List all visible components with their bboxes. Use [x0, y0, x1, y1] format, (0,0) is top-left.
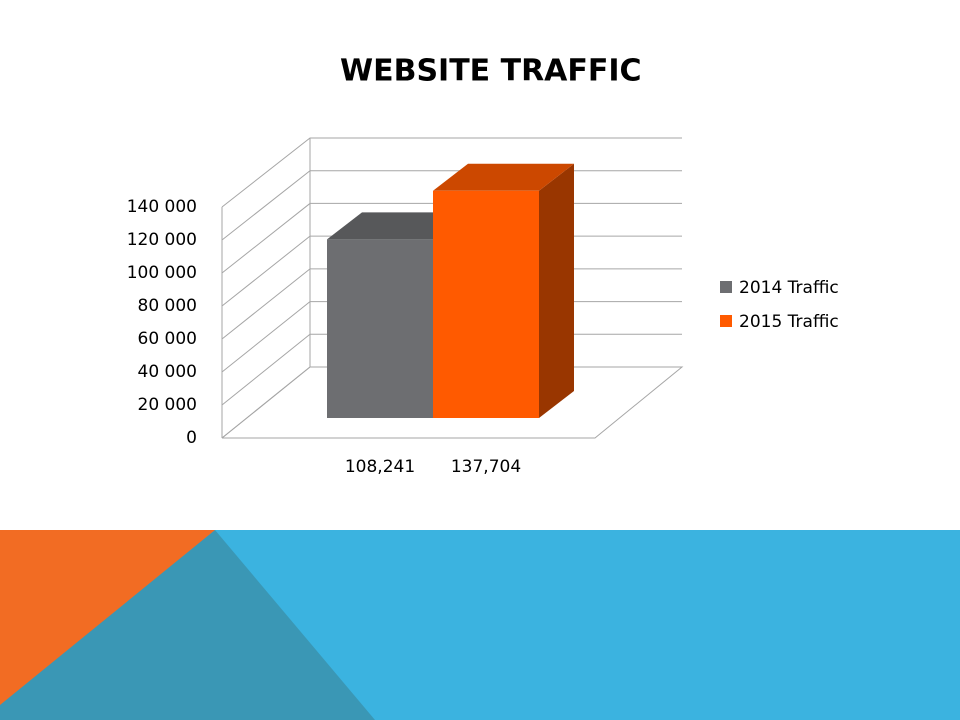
- legend-swatch: [720, 281, 732, 293]
- y-tick-label: 60 000: [138, 329, 197, 349]
- bar-top: [327, 212, 468, 240]
- x-tick-label: 108,241: [345, 457, 415, 477]
- y-tick-label: 20 000: [138, 395, 197, 415]
- x-tick-label: 137,704: [451, 457, 521, 477]
- bar: [433, 190, 539, 418]
- bar-side: [539, 163, 574, 418]
- legend-label: 2015 Traffic: [739, 312, 839, 332]
- y-tick-label: 100 000: [127, 263, 197, 283]
- y-tick-label: 80 000: [138, 296, 197, 316]
- legend-label: 2014 Traffic: [739, 278, 839, 298]
- y-tick-label: 140 000: [127, 197, 197, 217]
- bar: [327, 239, 433, 418]
- chart-title: WEBSITE TRAFFIC: [340, 54, 642, 89]
- background-triangle: [0, 530, 215, 705]
- y-tick-label: 120 000: [127, 230, 197, 250]
- y-tick-label: 40 000: [138, 362, 197, 382]
- y-tick-label: 0: [186, 428, 197, 448]
- background-triangle: [0, 530, 375, 720]
- bar-top: [433, 163, 574, 191]
- legend-swatch: [720, 315, 732, 327]
